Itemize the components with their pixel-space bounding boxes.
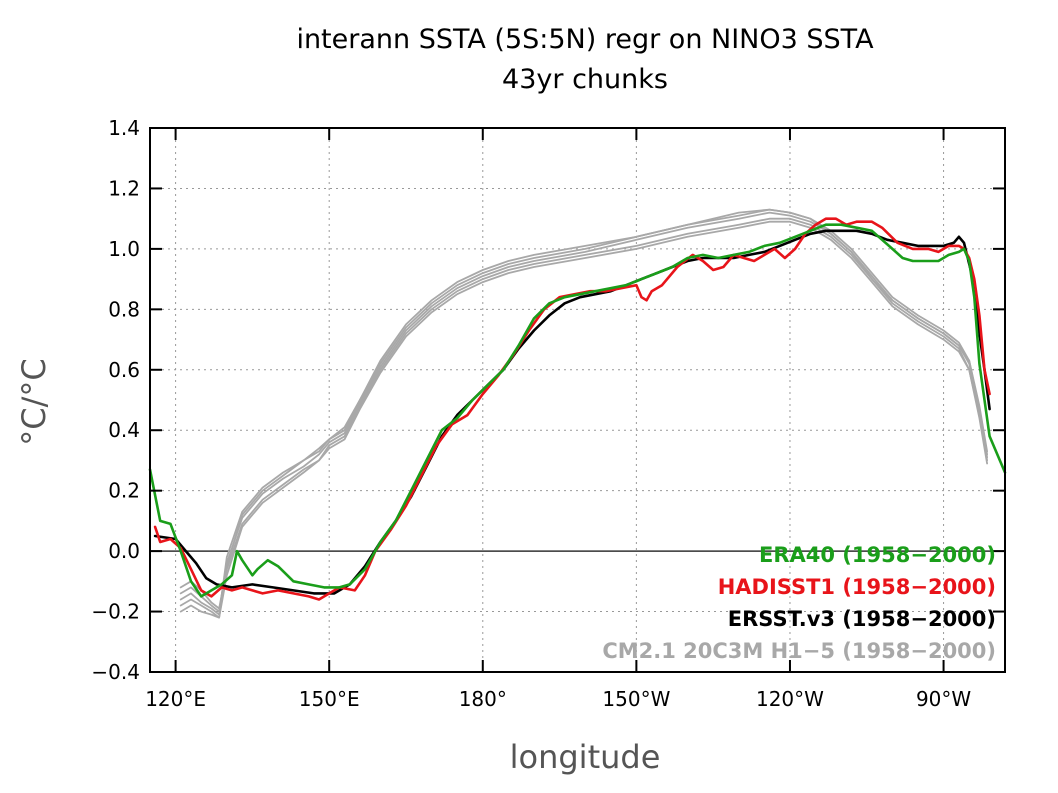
series-line-5	[179, 220, 988, 619]
axis-ticks	[150, 127, 1005, 673]
chart-title: interann SSTA (5S:5N) regr on NINO3 SSTA	[296, 24, 874, 55]
y-tick-label: 0.8	[108, 297, 140, 321]
series-line-8	[148, 223, 1007, 598]
y-tick-label: −0.4	[91, 660, 140, 684]
legend: ERA40 (1958−2000) HADISST1 (1958−2000) ERS…	[602, 543, 996, 663]
series-line-7	[153, 217, 991, 601]
series-line-4	[179, 208, 988, 619]
series-line-1	[179, 217, 988, 610]
x-tick-label: 120°W	[756, 687, 824, 711]
x-tick-label: 180°	[459, 687, 507, 711]
y-tick-label: 0.0	[108, 539, 140, 563]
y-axis-label: °C/°C	[15, 358, 53, 445]
x-tick-label: 150°E	[299, 687, 360, 711]
series-layer	[148, 208, 1007, 619]
legend-label: ERA40 (1958−2000)	[759, 543, 996, 567]
chart-subtitle: 43yr chunks	[502, 64, 668, 95]
y-tick-label: −0.2	[91, 600, 140, 624]
y-tick-label: 1.4	[108, 116, 140, 140]
x-tick-label: 120°E	[145, 687, 206, 711]
legend-label: HADISST1 (1958−2000)	[718, 575, 996, 599]
x-tick-label: 90°W	[916, 687, 971, 711]
series-line-3	[179, 208, 988, 616]
x-axis-label: longitude	[510, 738, 661, 776]
y-tick-label: 0.6	[108, 358, 140, 382]
y-tick-label: 1.2	[108, 176, 140, 200]
series-line-6	[153, 229, 991, 595]
y-tick-label: 0.2	[108, 479, 140, 503]
plot-frame	[149, 127, 1006, 673]
grid	[150, 128, 1005, 672]
legend-label: ERSST.v3 (1958−2000)	[728, 607, 996, 631]
x-tick-label: 150°W	[602, 687, 670, 711]
y-tick-labels: −0.4 −0.2 0.0 0.2 0.4 0.6 0.8 1.0 1.2 1.4	[91, 116, 140, 684]
y-tick-label: 0.4	[108, 418, 140, 442]
legend-label: CM2.1 20C3M H1−5 (1958−2000)	[602, 639, 996, 663]
x-tick-labels: 120°E 150°E 180° 150°W 120°W 90°W	[145, 687, 971, 711]
y-tick-label: 1.0	[108, 237, 140, 261]
